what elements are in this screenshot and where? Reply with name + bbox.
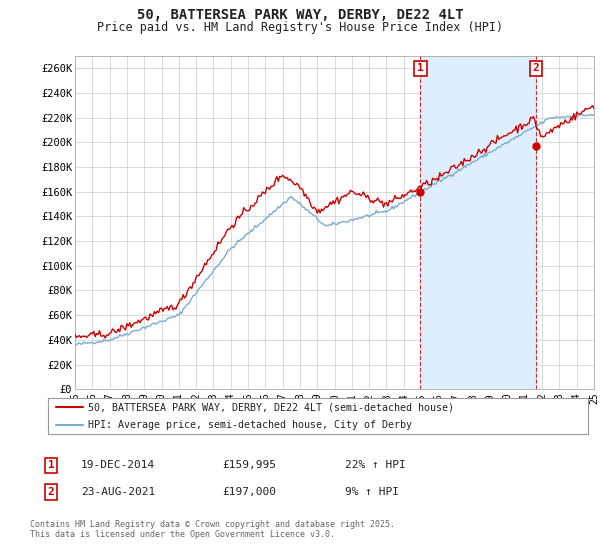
Text: 50, BATTERSEA PARK WAY, DERBY, DE22 4LT: 50, BATTERSEA PARK WAY, DERBY, DE22 4LT [137,8,463,22]
Text: £197,000: £197,000 [222,487,276,497]
Text: 19-DEC-2014: 19-DEC-2014 [81,460,155,470]
Text: Contains HM Land Registry data © Crown copyright and database right 2025.
This d: Contains HM Land Registry data © Crown c… [30,520,395,539]
Text: HPI: Average price, semi-detached house, City of Derby: HPI: Average price, semi-detached house,… [89,420,413,430]
Bar [421,56,536,389]
Text: 1: 1 [417,63,424,73]
Text: £159,995: £159,995 [222,460,276,470]
Text: 2: 2 [532,63,539,73]
Text: 50, BATTERSEA PARK WAY, DERBY, DE22 4LT (semi-detached house): 50, BATTERSEA PARK WAY, DERBY, DE22 4LT … [89,403,455,412]
Text: 22% ↑ HPI: 22% ↑ HPI [345,460,406,470]
Text: 23-AUG-2021: 23-AUG-2021 [81,487,155,497]
Text: 2: 2 [47,487,55,497]
Text: 9% ↑ HPI: 9% ↑ HPI [345,487,399,497]
Text: 1: 1 [47,460,55,470]
Text: Price paid vs. HM Land Registry's House Price Index (HPI): Price paid vs. HM Land Registry's House … [97,21,503,34]
